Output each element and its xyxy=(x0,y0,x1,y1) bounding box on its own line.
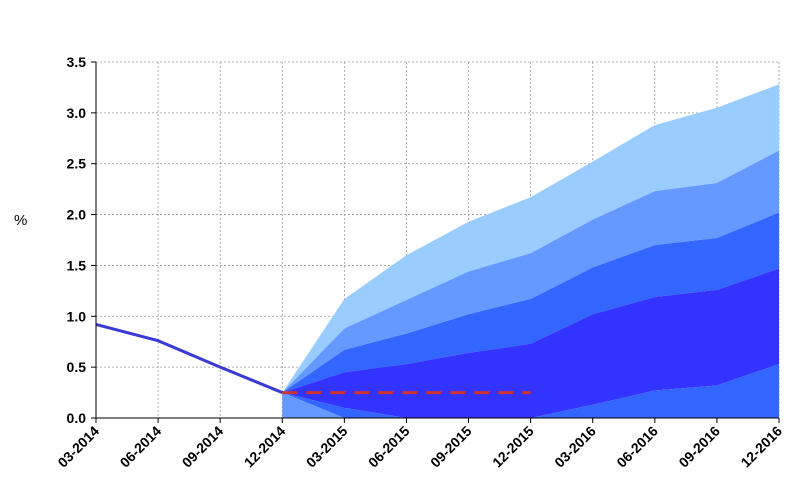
y-tick-labels: 0.0 0.5 1.0 1.5 2.0 2.5 3.0 3.5 xyxy=(67,54,87,426)
y-tick-label: 1.5 xyxy=(67,257,87,273)
fan-band-4 xyxy=(282,268,779,418)
history-line xyxy=(95,322,283,394)
y-tick-label: 0.5 xyxy=(67,359,87,375)
series-lines xyxy=(95,322,531,395)
axes xyxy=(91,61,780,423)
x-tick-label: 06-2016 xyxy=(613,423,661,471)
y-tick-label: 2.0 xyxy=(67,207,87,223)
fan-band-5 xyxy=(282,364,779,418)
x-tick-label: 12-2014 xyxy=(241,423,289,471)
x-tick-label: 12-2016 xyxy=(737,423,785,471)
x-tick-label: 12-2015 xyxy=(489,423,537,471)
fan-band-1 xyxy=(282,84,779,393)
y-axis-label: % xyxy=(14,212,27,229)
x-tick-label: 06-2014 xyxy=(117,423,165,471)
fan-band-2 xyxy=(282,150,779,393)
x-tick-label: 03-2016 xyxy=(551,423,599,471)
fan-band-6 xyxy=(282,392,779,418)
x-tick-label: 09-2014 xyxy=(179,423,227,471)
x-tick-label: 03-2014 xyxy=(54,423,102,471)
y-tick-label: 2.5 xyxy=(67,156,87,172)
fan-bands xyxy=(282,84,779,418)
x-tick-labels: 03-2014 06-2014 09-2014 12-2014 03-2015 06-20… xyxy=(54,423,785,471)
x-tick-label: 09-2015 xyxy=(427,423,475,471)
x-tick-label: 09-2016 xyxy=(675,423,723,471)
x-tick-label: 03-2015 xyxy=(303,423,351,471)
x-tick-label: 06-2015 xyxy=(365,423,413,471)
y-tick-label: 1.0 xyxy=(67,308,87,324)
y-tick-label: 0.0 xyxy=(67,410,87,426)
y-tick-label: 3.0 xyxy=(67,105,87,121)
fan-band-3 xyxy=(282,212,779,393)
y-tick-label: 3.5 xyxy=(67,54,87,70)
